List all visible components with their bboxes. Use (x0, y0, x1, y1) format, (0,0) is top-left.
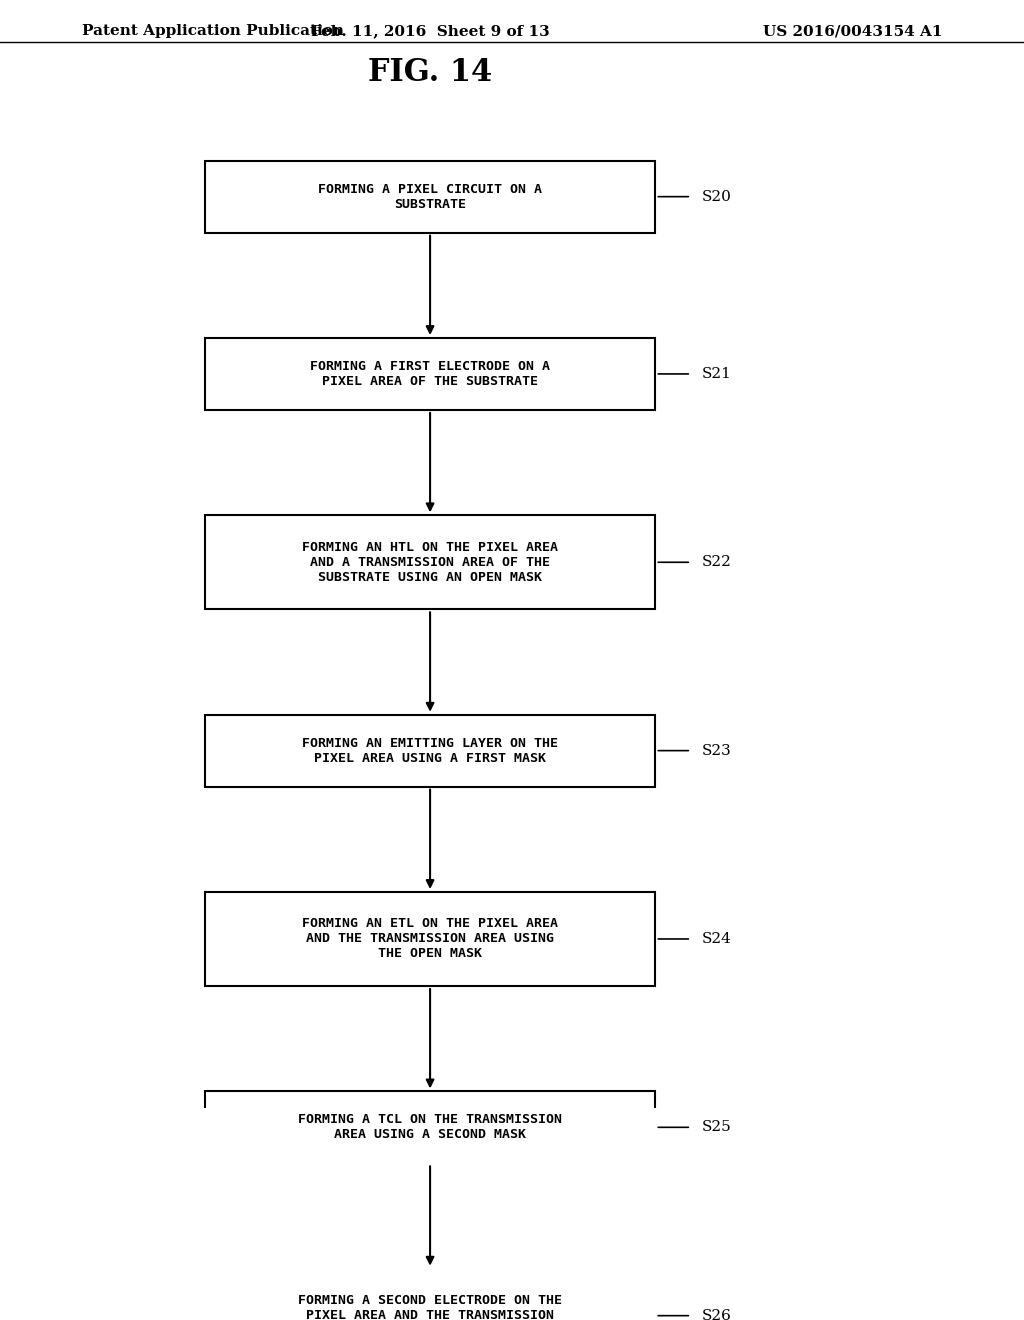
Text: S24: S24 (701, 932, 731, 946)
Text: S20: S20 (701, 190, 731, 203)
Text: S25: S25 (701, 1121, 731, 1134)
Text: Feb. 11, 2016  Sheet 9 of 13: Feb. 11, 2016 Sheet 9 of 13 (310, 24, 550, 38)
Text: FORMING A FIRST ELECTRODE ON A
PIXEL AREA OF THE SUBSTRATE: FORMING A FIRST ELECTRODE ON A PIXEL ARE… (310, 360, 550, 388)
FancyBboxPatch shape (205, 1092, 655, 1163)
Text: S26: S26 (701, 1308, 731, 1320)
FancyBboxPatch shape (205, 515, 655, 610)
Text: FORMING A SECOND ELECTRODE ON THE
PIXEL AREA AND THE TRANSMISSION
AREA USING THE: FORMING A SECOND ELECTRODE ON THE PIXEL … (298, 1294, 562, 1320)
Text: S22: S22 (701, 556, 731, 569)
Text: S21: S21 (701, 367, 731, 381)
Text: FORMING AN HTL ON THE PIXEL AREA
AND A TRANSMISSION AREA OF THE
SUBSTRATE USING : FORMING AN HTL ON THE PIXEL AREA AND A T… (302, 541, 558, 583)
FancyBboxPatch shape (205, 161, 655, 232)
Text: FORMING A TCL ON THE TRANSMISSION
AREA USING A SECOND MASK: FORMING A TCL ON THE TRANSMISSION AREA U… (298, 1113, 562, 1142)
Text: FORMING AN EMITTING LAYER ON THE
PIXEL AREA USING A FIRST MASK: FORMING AN EMITTING LAYER ON THE PIXEL A… (302, 737, 558, 764)
FancyBboxPatch shape (205, 892, 655, 986)
FancyBboxPatch shape (205, 714, 655, 787)
FancyBboxPatch shape (205, 1269, 655, 1320)
Text: FIG. 14: FIG. 14 (368, 57, 493, 87)
Text: FORMING A PIXEL CIRCUIT ON A
SUBSTRATE: FORMING A PIXEL CIRCUIT ON A SUBSTRATE (318, 182, 542, 211)
Text: US 2016/0043154 A1: US 2016/0043154 A1 (763, 24, 942, 38)
Text: S23: S23 (701, 743, 731, 758)
Text: Patent Application Publication: Patent Application Publication (82, 24, 344, 38)
Text: FORMING AN ETL ON THE PIXEL AREA
AND THE TRANSMISSION AREA USING
THE OPEN MASK: FORMING AN ETL ON THE PIXEL AREA AND THE… (302, 917, 558, 961)
FancyBboxPatch shape (205, 338, 655, 411)
